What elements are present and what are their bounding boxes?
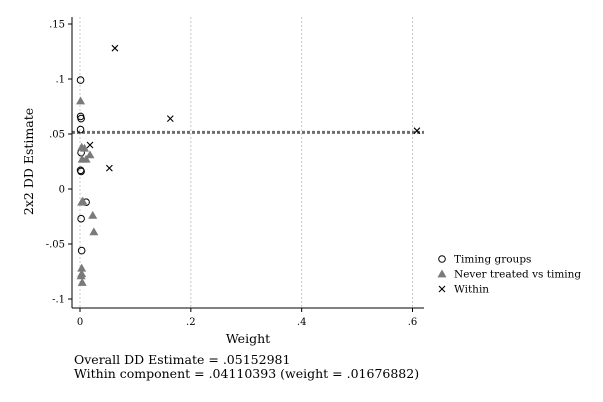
point-triangle	[76, 271, 86, 280]
point-triangle	[79, 143, 89, 152]
point-circle	[77, 214, 85, 223]
point-triangle	[78, 196, 88, 205]
point-triangle	[88, 210, 98, 219]
point-x	[111, 44, 119, 52]
point-x	[86, 141, 94, 149]
point-triangle	[76, 96, 86, 105]
overall-estimate-note: Overall DD Estimate = .05152981	[74, 352, 291, 367]
gridlines	[79, 17, 413, 308]
y-tick-label: .05	[49, 130, 65, 141]
legend-label: Never treated vs timing	[454, 269, 581, 281]
legend: Timing groups Never treated vs timing With…	[437, 254, 581, 296]
legend-label: Timing groups	[454, 254, 531, 266]
legend-marker-x	[438, 285, 446, 293]
x-tick-labels: 0 .2 .4 .6	[77, 317, 417, 328]
axes	[68, 17, 424, 312]
y-tick-label: .15	[49, 20, 65, 31]
point-triangle	[77, 278, 87, 286]
point-triangle	[77, 263, 87, 272]
legend-marker-circle	[438, 255, 446, 263]
point-triangle	[85, 150, 95, 159]
x-axis-title: Weight	[226, 331, 270, 346]
point-circle	[77, 114, 85, 123]
x-tick-label: .2	[186, 317, 196, 328]
point-circle	[77, 167, 85, 176]
legend-label: Within	[454, 284, 489, 296]
point-x	[166, 115, 174, 122]
x-tick-label: .4	[297, 317, 307, 328]
y-tick-label: .1	[55, 75, 65, 86]
point-circle	[76, 125, 85, 134]
point-circle	[77, 246, 86, 255]
y-tick-label: 0	[59, 185, 65, 196]
data-points	[76, 44, 421, 286]
point-triangle	[89, 227, 99, 236]
point-triangle	[81, 154, 91, 163]
legend-marker-triangle	[437, 269, 447, 278]
within-component-note: Within component = .04110393 (weight = .…	[74, 366, 420, 381]
y-tick-label: -.1	[52, 295, 65, 306]
y-tick-label: -.05	[46, 240, 65, 251]
y-axis-title: 2x2 DD Estimate	[21, 108, 36, 215]
point-x	[105, 164, 113, 172]
y-tick-labels: -.1 -.05 0 .05 .1 .15	[46, 20, 65, 306]
point-circle	[76, 76, 85, 84]
point-x	[413, 127, 421, 135]
x-tick-label: 0	[77, 317, 83, 328]
x-tick-label: .6	[408, 317, 418, 328]
